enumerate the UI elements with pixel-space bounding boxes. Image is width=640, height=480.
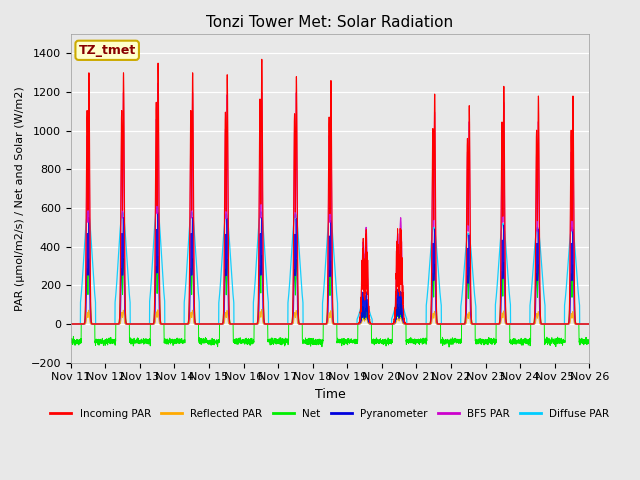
Y-axis label: PAR (μmol/m2/s) / Net and Solar (W/m2): PAR (μmol/m2/s) / Net and Solar (W/m2) xyxy=(15,86,25,311)
X-axis label: Time: Time xyxy=(315,388,346,401)
Text: TZ_tmet: TZ_tmet xyxy=(79,44,136,57)
Title: Tonzi Tower Met: Solar Radiation: Tonzi Tower Met: Solar Radiation xyxy=(207,15,454,30)
Legend: Incoming PAR, Reflected PAR, Net, Pyranometer, BF5 PAR, Diffuse PAR: Incoming PAR, Reflected PAR, Net, Pyrano… xyxy=(46,405,614,423)
